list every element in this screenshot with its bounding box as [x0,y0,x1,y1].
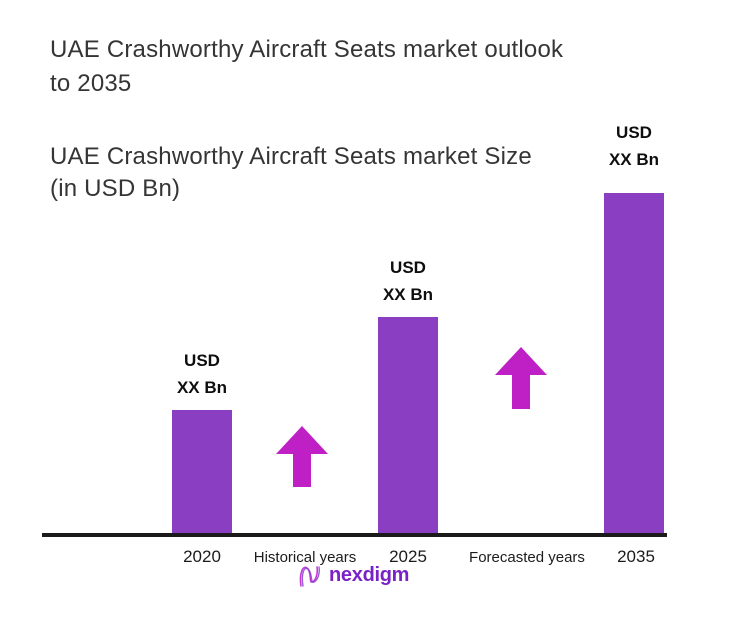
period-label-historical: Historical years [253,549,357,566]
nexdigm-logo-text: nexdigm [329,564,410,586]
x-tick-2020: 2020 [183,547,221,566]
page-title-line2: to 2035 [50,70,132,97]
nexdigm-logo-icon [299,566,320,587]
bar [172,410,232,533]
value-label-amount: XX Bn [382,285,434,304]
value-label-amount: XX Bn [608,150,660,169]
value-label-amount: XX Bn [176,378,228,397]
page-title-line1: UAE Crashworthy Aircraft Seats market ou… [50,36,564,63]
chart-subtitle: UAE Crashworthy Aircraft Seats market Si… [50,141,532,205]
x-tick-2035: 2035 [617,547,655,566]
bar [378,317,438,533]
growth-arrow-icon [495,347,547,409]
value-label-currency: USD [616,123,652,142]
bar-value-label-2025: USD XX Bn [338,254,478,308]
bar [604,193,664,533]
nexdigm-logo: nexdigm [297,561,409,589]
x-axis-line [42,533,667,537]
value-label-currency: USD [390,258,426,277]
period-label-forecasted: Forecasted years [469,549,585,566]
page-title: UAE Crashworthy Aircraft Seats market ou… [50,33,563,101]
bar-value-label-2035: USD XX Bn [564,119,704,173]
bar-value-label-2020: USD XX Bn [132,347,272,401]
chart-subtitle-line1: UAE Crashworthy Aircraft Seats market Si… [50,143,532,170]
value-label-currency: USD [184,351,220,370]
x-tick-2025: 2025 [389,547,427,566]
growth-arrow-icon [276,426,328,487]
chart-subtitle-line2: (in USD Bn) [50,175,181,202]
